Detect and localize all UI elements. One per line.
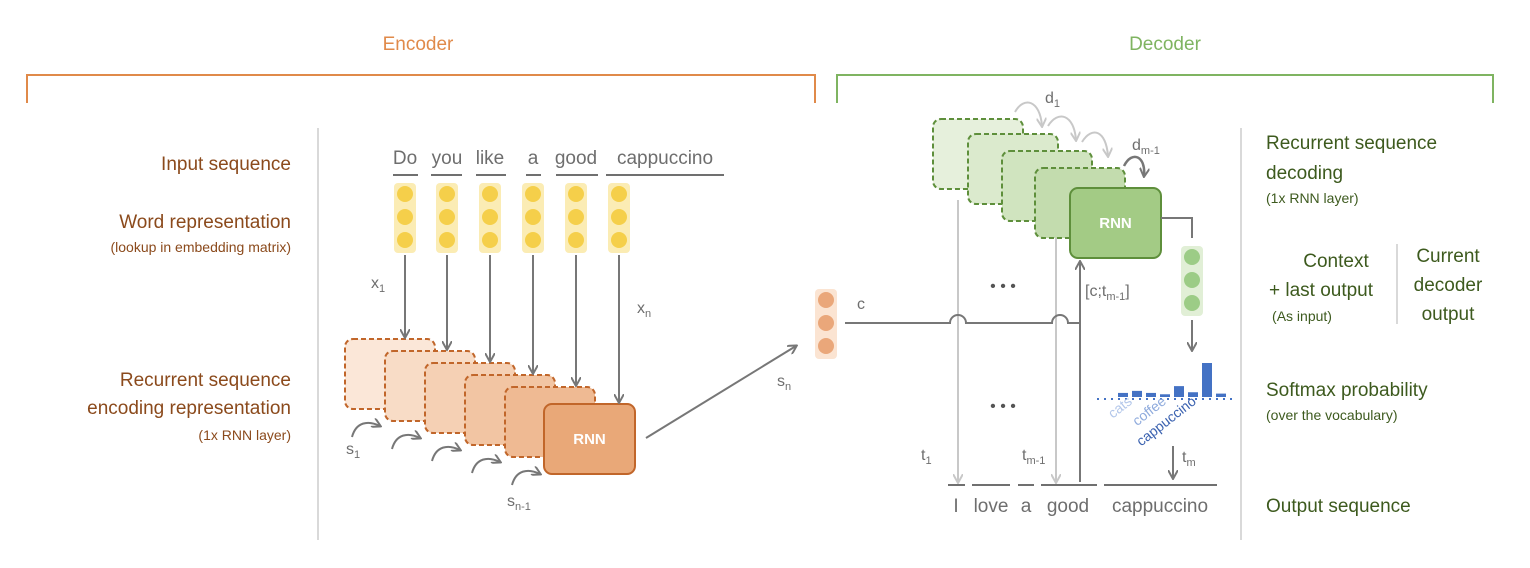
var-x1: x1	[371, 275, 385, 295]
label-context-1: Context	[1303, 251, 1369, 272]
softmax-bar	[1216, 393, 1226, 397]
softmax-bars	[1118, 363, 1226, 397]
label-context-note: (As input)	[1272, 308, 1332, 324]
encoder-rnn-stack: RNN	[344, 338, 636, 475]
decoder-output-arrows	[958, 200, 1056, 482]
var-t1: t1	[921, 447, 932, 467]
output-word: I	[953, 496, 958, 517]
embedding-vector	[522, 183, 544, 253]
var-tm-1: tm-1	[1022, 447, 1045, 467]
encoder-variables: x1 xn s1 sn-1 sn c	[346, 275, 865, 513]
decoder-rnn-box	[1069, 187, 1162, 259]
var-sn-1: sn-1	[507, 493, 531, 513]
decoder-labels: Recurrent sequence decoding (1x RNN laye…	[1266, 133, 1483, 517]
encoder-bracket	[26, 74, 816, 103]
softmax-bar	[1160, 394, 1170, 397]
encoder-rnn-label: RNN	[573, 431, 606, 448]
encoder-labels: Input sequence Word representation (look…	[87, 154, 291, 443]
softmax-bar	[1188, 392, 1198, 397]
softmax-bar	[1132, 390, 1142, 397]
decoder-recurrent-arrow	[1122, 155, 1144, 176]
context-vector	[815, 289, 837, 359]
label-current-2: decoder	[1414, 275, 1483, 296]
embedding-vectors	[394, 183, 630, 253]
output-word: love	[974, 496, 1009, 517]
label-recurrent-decoding-note: (1x RNN layer)	[1266, 190, 1359, 206]
decoder-bracket	[836, 74, 1494, 103]
softmax-bar	[1118, 392, 1128, 397]
output-word: a	[1021, 496, 1032, 517]
label-recurrent-encoding-1: Recurrent sequence	[120, 370, 291, 391]
label-context-2: + last output	[1269, 280, 1374, 301]
decoder-recurrent-arrows-light	[1014, 101, 1108, 156]
embedding-arrows	[405, 255, 619, 402]
decoder-variables: d1 dm-1 [c;tm-1] t1 tm-1 tm	[921, 90, 1196, 469]
softmax-bar	[1146, 392, 1156, 397]
decoder-output-connector	[1161, 217, 1193, 238]
label-recurrent-decoding-1: Recurrent sequence	[1266, 133, 1437, 154]
input-word: you	[432, 148, 463, 169]
input-sequence: Do you like a good cappuccino	[393, 148, 724, 176]
input-word: cappuccino	[617, 148, 713, 169]
input-word: good	[555, 148, 597, 169]
decoder-rnn-label: RNN	[1099, 215, 1132, 232]
embedding-vector	[479, 183, 501, 253]
label-current-1: Current	[1416, 246, 1480, 267]
sn-arrow	[645, 346, 796, 439]
label-word-representation: Word representation	[119, 212, 291, 233]
encoder-rnn-box	[543, 403, 636, 475]
label-input-sequence: Input sequence	[161, 154, 291, 175]
label-recurrent-decoding-2: decoding	[1266, 163, 1343, 184]
var-dm-1: dm-1	[1132, 137, 1160, 157]
label-softmax-note: (over the vocabulary)	[1266, 407, 1398, 423]
embedding-vector	[436, 183, 458, 253]
output-word: good	[1047, 496, 1089, 517]
label-word-representation-note: (lookup in embedding matrix)	[110, 239, 291, 255]
ellipsis-top: • • •	[990, 278, 1016, 295]
context-line	[845, 314, 1080, 324]
vocab-labels: cats coffee cappuccino	[1105, 393, 1199, 449]
input-word: a	[528, 148, 539, 169]
var-tm: tm	[1182, 449, 1196, 469]
encoder-recurrent-arrows	[351, 423, 540, 486]
var-s1: s1	[346, 441, 360, 461]
output-sequence: I love a good cappuccino	[948, 484, 1217, 517]
label-output-sequence: Output sequence	[1266, 496, 1411, 517]
var-context-input: [c;tm-1]	[1085, 283, 1130, 303]
softmax-bar	[1174, 386, 1184, 397]
var-d1: d1	[1045, 90, 1060, 110]
embedding-vector	[394, 183, 416, 253]
var-sn: sn	[777, 373, 791, 393]
output-word: cappuccino	[1112, 496, 1208, 517]
embedding-vector	[565, 183, 587, 253]
var-c: c	[857, 296, 865, 313]
decoder-title: Decoder	[1129, 34, 1201, 55]
input-word: like	[476, 148, 505, 169]
label-current-3: output	[1422, 304, 1476, 325]
var-xn: xn	[637, 300, 651, 320]
ellipsis-bottom: • • •	[990, 398, 1016, 415]
input-word: Do	[393, 148, 417, 169]
embedding-vector	[608, 183, 630, 253]
label-recurrent-encoding-note: (1x RNN layer)	[198, 427, 291, 443]
label-softmax: Softmax probability	[1266, 380, 1428, 401]
encoder-title: Encoder	[383, 34, 454, 55]
label-recurrent-encoding-2: encoding representation	[87, 398, 291, 419]
decoder-rnn-stack: RNN	[932, 118, 1162, 259]
softmax-bar	[1202, 363, 1212, 397]
decoder-output-vector	[1181, 246, 1203, 316]
